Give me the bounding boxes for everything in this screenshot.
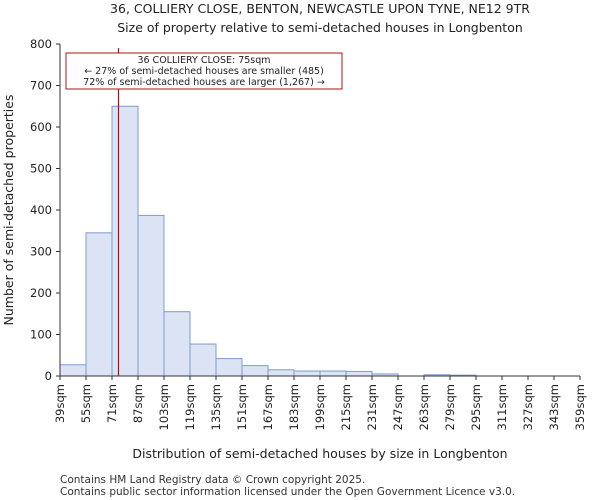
- x-tick-label: 183sqm: [287, 384, 301, 430]
- x-tick-label: 263sqm: [417, 384, 431, 430]
- x-axis-ticks: 39sqm 55sqm 71sqm 87sqm 103sqm 119sqm 135sqm 15…: [53, 376, 587, 430]
- x-tick-label: 359sqm: [573, 384, 587, 430]
- x-tick-label: 247sqm: [391, 384, 405, 430]
- x-tick-label: 55sqm: [79, 384, 93, 423]
- annotation-line-2: ← 27% of semi-detached houses are smalle…: [84, 66, 324, 77]
- y-tick-label: 600: [30, 120, 52, 134]
- y-tick-label: 700: [30, 79, 52, 93]
- x-tick-label: 295sqm: [469, 384, 483, 430]
- y-tick-label: 300: [30, 245, 52, 259]
- bar-series: [59, 105, 477, 377]
- bar-71sqm: [111, 105, 139, 377]
- x-tick-label: 215sqm: [339, 384, 353, 430]
- x-tick-label: 199sqm: [313, 384, 327, 430]
- y-tick-label: 200: [30, 286, 52, 300]
- bar-183sqm: [293, 370, 321, 377]
- y-axis-ticks: 0 100 200 300 400 500 600 700 800: [30, 37, 60, 383]
- bar-87sqm: [137, 214, 165, 377]
- x-tick-label: 87sqm: [131, 384, 145, 423]
- chart-subtitle: Size of property relative to semi-detach…: [117, 20, 523, 35]
- bar-215sqm: [345, 370, 373, 377]
- x-tick-label: 135sqm: [209, 384, 223, 430]
- y-tick-label: 0: [45, 369, 52, 383]
- bar-55sqm: [85, 232, 113, 377]
- x-tick-label: 311sqm: [495, 384, 509, 430]
- footer-line-1: Contains HM Land Registry data © Crown c…: [60, 474, 365, 486]
- x-tick-label: 119sqm: [183, 384, 197, 430]
- x-tick-label: 167sqm: [261, 384, 275, 430]
- x-axis-label: Distribution of semi-detached houses by …: [132, 446, 507, 461]
- x-tick-label: 327sqm: [521, 384, 535, 430]
- chart-title: 36, COLLIERY CLOSE, BENTON, NEWCASTLE UP…: [110, 1, 530, 16]
- bar-167sqm: [267, 369, 295, 377]
- x-tick-label: 103sqm: [157, 384, 171, 430]
- bar-119sqm: [189, 343, 217, 377]
- x-tick-label: 279sqm: [443, 384, 457, 430]
- bar-103sqm: [163, 311, 191, 377]
- x-tick-label: 343sqm: [547, 384, 561, 430]
- bar-39sqm: [59, 364, 87, 377]
- bar-135sqm: [215, 358, 243, 377]
- footer-line-2: Contains public sector information licen…: [60, 486, 515, 498]
- annotation-box: 36 COLLIERY CLOSE: 75sqm ← 27% of semi-d…: [65, 52, 343, 90]
- y-axis-label: Number of semi-detached properties: [1, 95, 16, 326]
- y-tick-label: 800: [30, 37, 52, 51]
- x-tick-label: 231sqm: [365, 384, 379, 430]
- y-tick-label: 400: [30, 203, 52, 217]
- x-tick-label: 151sqm: [235, 384, 249, 430]
- y-tick-label: 500: [30, 162, 52, 176]
- bar-199sqm: [319, 370, 347, 377]
- annotation-line-3: 72% of semi-detached houses are larger (…: [83, 77, 325, 88]
- y-tick-label: 100: [30, 328, 52, 342]
- bar-151sqm: [241, 365, 269, 377]
- x-tick-label: 39sqm: [53, 384, 67, 423]
- x-tick-label: 71sqm: [105, 384, 119, 423]
- annotation-line-1: 36 COLLIERY CLOSE: 75sqm: [137, 55, 270, 66]
- annotation-frame: [65, 52, 343, 90]
